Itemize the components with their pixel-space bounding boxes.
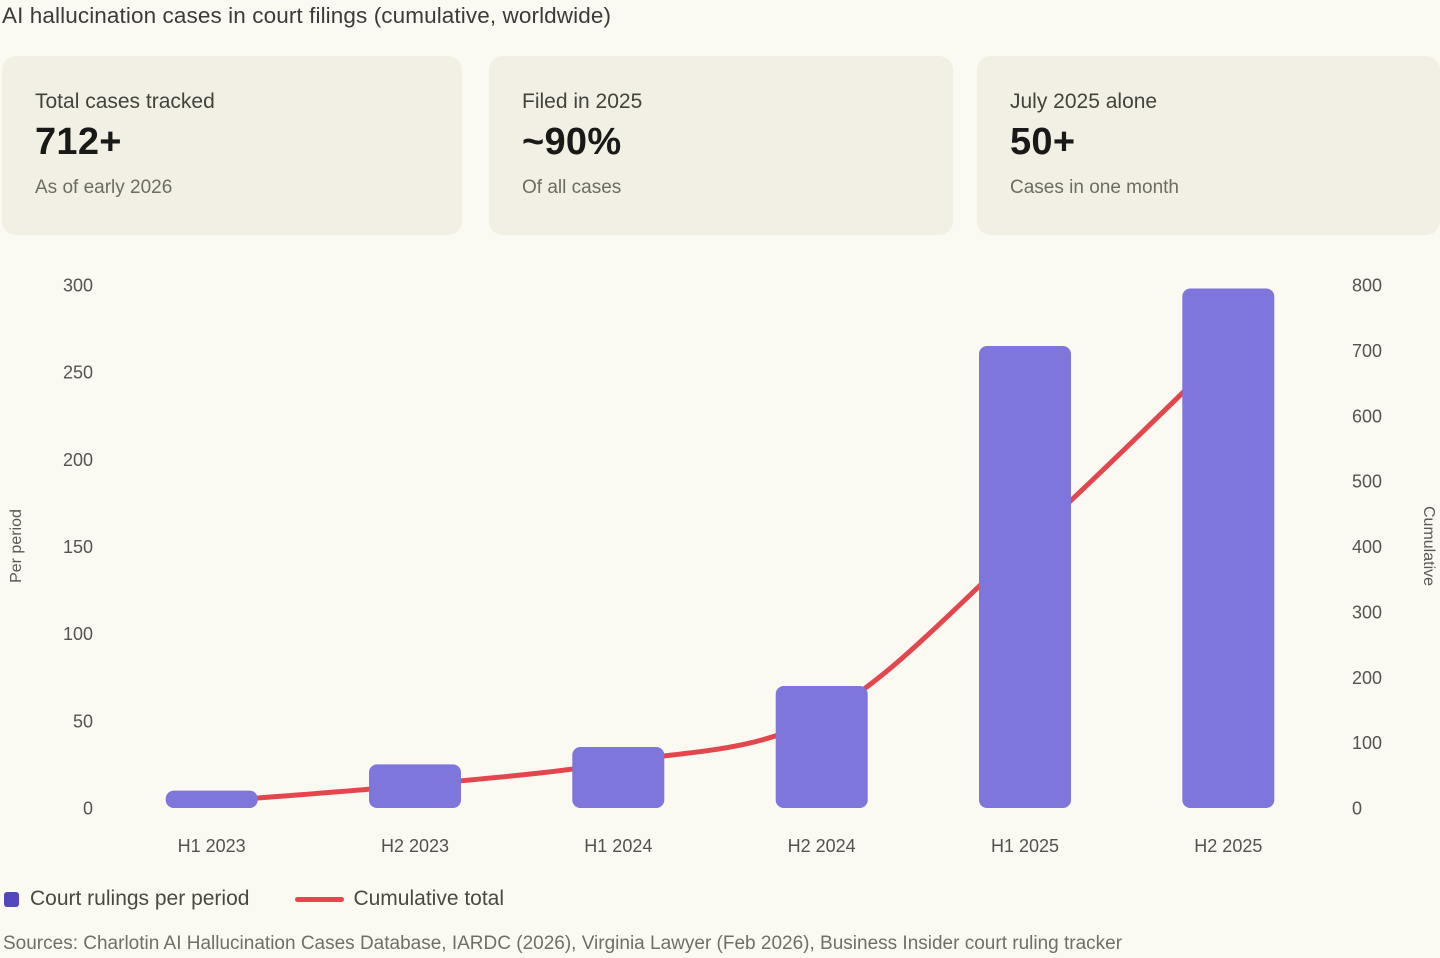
x-axis-label: H1 2025 [991,836,1059,856]
bar-h1-2023 [165,790,258,808]
bar-series-swatch [4,891,19,907]
right-axis-tick: 300 [1352,602,1382,622]
stat-card-value: ~90% [522,121,622,164]
line-series-legend-label: Cumulative total [353,887,505,910]
right-axis-tick: 200 [1352,668,1382,688]
left-axis-title: Per period [8,509,25,583]
right-axis-tick: 500 [1352,472,1382,492]
stat-card-total-cases: Total cases tracked 712+ As of early 202… [2,56,462,235]
bar-h2-2023 [369,764,461,808]
stat-card-value: 712+ [35,121,122,164]
right-axis-tick: 0 [1352,799,1362,819]
right-axis-tick: 700 [1352,341,1382,361]
stat-card-note: Cases in one month [1010,176,1179,198]
bar-h1-2024 [572,747,665,808]
bar-h2-2024 [775,686,868,808]
left-axis-tick: 200 [63,450,93,470]
stat-card-note: As of early 2026 [35,176,173,198]
x-axis-label: H2 2025 [1194,836,1262,856]
left-axis-tick: 250 [63,363,93,383]
right-axis-tick: 400 [1352,537,1382,557]
cumulative-total-line [209,345,1231,804]
left-axis-tick: 300 [63,276,93,296]
stat-card-label: Total cases tracked [35,90,215,113]
left-axis-tick: 0 [83,799,93,819]
left-axis-tick: 50 [73,711,93,731]
page-title: AI hallucination cases in court filings … [2,3,612,28]
stat-card-label: July 2025 alone [1010,90,1158,113]
bar-h1-2025 [979,346,1071,808]
bar-h2-2025 [1182,288,1275,808]
right-axis-tick: 600 [1352,406,1382,426]
chart-legend: Court rulings per period Cumulative tota… [4,886,504,912]
right-axis-title: Cumulative [1420,506,1437,586]
x-axis-label: H1 2024 [584,836,652,856]
sources-note: Sources: Charlotin AI Hallucination Case… [3,933,1123,954]
x-axis-label: H1 2023 [178,836,246,856]
stat-card-note: Of all cases [522,176,622,198]
stat-card-value: 50+ [1010,121,1076,164]
stat-card-filed-2025: Filed in 2025 ~90% Of all cases [489,56,953,235]
left-axis-tick: 150 [63,537,93,557]
stat-card-july-2025: July 2025 alone 50+ Cases in one month [977,56,1440,235]
right-axis-tick: 800 [1352,276,1382,296]
bar-series-legend-label: Court rulings per period [30,887,250,910]
x-axis-label: H2 2023 [381,836,449,856]
x-axis-label: H2 2024 [788,836,856,856]
right-axis-tick: 100 [1352,733,1382,753]
left-axis-tick: 100 [63,624,93,644]
stat-card-label: Filed in 2025 [522,90,643,113]
line-series-swatch [295,896,345,902]
